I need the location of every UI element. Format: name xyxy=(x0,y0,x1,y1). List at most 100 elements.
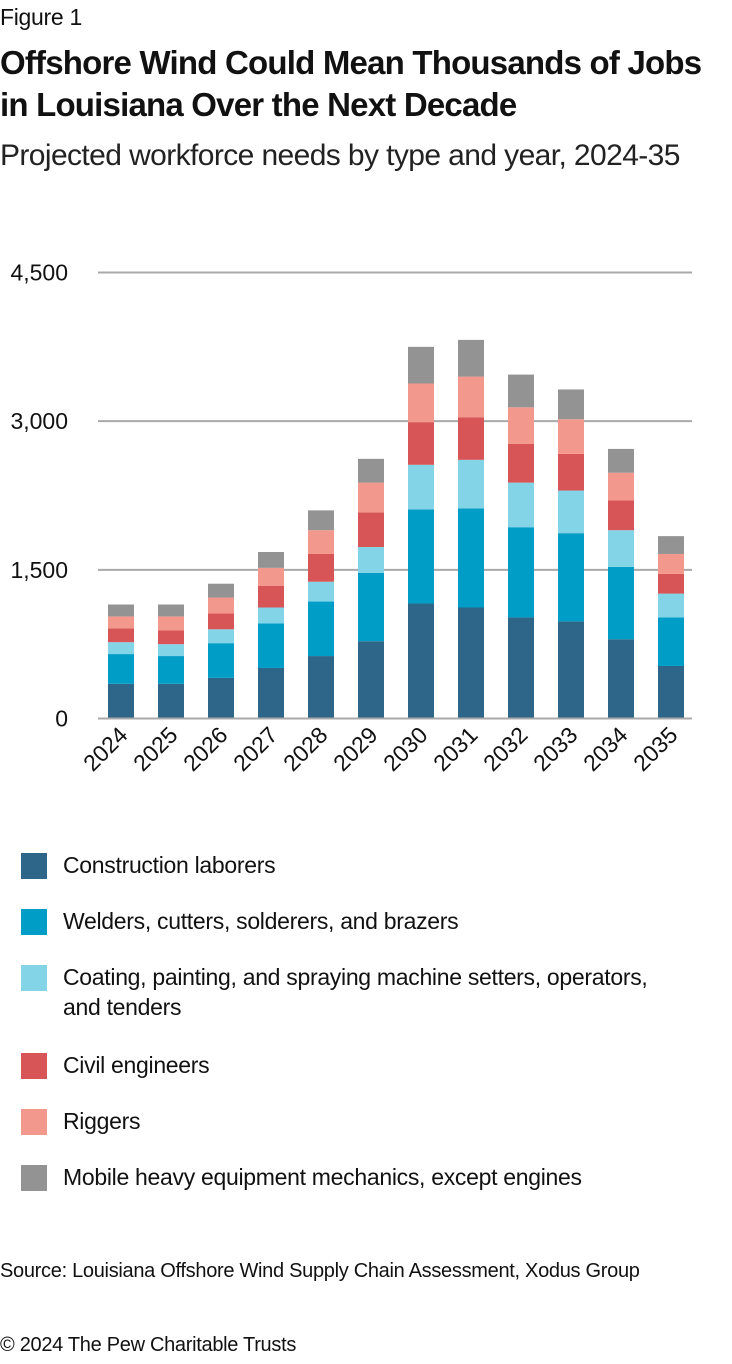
bar-segment xyxy=(658,553,684,574)
bar-segment xyxy=(408,422,434,465)
y-tick-label: 0 xyxy=(55,706,68,732)
bar-segment xyxy=(608,500,634,531)
bar-stack-2032 xyxy=(508,374,534,719)
bar-segment xyxy=(658,617,684,666)
y-tick-label: 4,500 xyxy=(10,260,68,286)
x-tick-label: 2025 xyxy=(128,722,183,777)
bar-segment xyxy=(308,530,334,554)
copyright-note: © 2024 The Pew Charitable Trusts xyxy=(0,1334,297,1356)
bar-stack-2026 xyxy=(208,583,234,719)
legend-label: Coating, painting, and spraying machine … xyxy=(63,964,648,1020)
x-tick-label: 2032 xyxy=(478,722,533,777)
bar-segment xyxy=(508,374,534,408)
bar-segment xyxy=(308,553,334,582)
bar-segment xyxy=(258,567,284,586)
bar-segment xyxy=(408,383,434,423)
bar-segment xyxy=(308,656,334,719)
legend-label: Civil engineers xyxy=(63,1052,210,1078)
bar-stack-2034 xyxy=(608,448,634,719)
y-tick-label: 3,000 xyxy=(10,408,68,434)
legend-item-riggers: Riggers xyxy=(0,1106,732,1166)
bar-segment xyxy=(558,389,584,420)
bar-segment xyxy=(358,458,384,483)
x-tick-label: 2028 xyxy=(278,722,333,777)
bar-segment xyxy=(508,527,534,618)
chart-title: Offshore Wind Could Mean Thousands of Jo… xyxy=(0,44,702,123)
bar-segment xyxy=(358,572,384,642)
legend-swatch xyxy=(21,965,47,991)
legend-item-civil-engineers: Civil engineers xyxy=(0,1050,732,1110)
bar-segment xyxy=(208,597,234,614)
legend-swatch xyxy=(21,853,47,879)
bar-segment xyxy=(158,656,184,684)
bar-segment xyxy=(558,490,584,534)
bar-segment xyxy=(458,508,484,608)
bar-segment xyxy=(458,417,484,460)
x-tick-label: 2027 xyxy=(228,722,283,777)
bar-segment xyxy=(158,616,184,631)
bar-stack-2025 xyxy=(158,604,184,719)
legend-label: Mobile heavy equipment mechanics, except… xyxy=(63,1164,582,1190)
bar-segment xyxy=(108,628,134,643)
bar-segment xyxy=(158,644,184,657)
gridlines xyxy=(98,271,692,720)
bar-segment xyxy=(608,639,634,719)
bar-stack-2029 xyxy=(358,458,384,719)
y-tick-label: 1,500 xyxy=(10,557,68,583)
bar-segment xyxy=(658,573,684,594)
bar-segment xyxy=(558,453,584,491)
bar-segment xyxy=(158,683,184,719)
bar-segment xyxy=(258,623,284,668)
bar-segment xyxy=(108,604,134,617)
bar-segment xyxy=(208,643,234,678)
legend-label: Welders, cutters, solderers, and brazers xyxy=(63,908,459,934)
x-tick-label: 2026 xyxy=(178,722,233,777)
bar-segment xyxy=(608,448,634,473)
bar-segment xyxy=(308,510,334,531)
bar-segment xyxy=(558,419,584,454)
y-axis-ticks: 0 1,500 3,000 4,500 xyxy=(10,260,68,732)
bar-segment xyxy=(108,642,134,655)
bar-segment xyxy=(258,607,284,624)
bar-segment xyxy=(508,407,534,444)
bar-segment xyxy=(458,339,484,377)
legend-swatch xyxy=(21,1165,47,1191)
bar-segment xyxy=(208,613,234,630)
bar-segment xyxy=(458,459,484,509)
bar-segment xyxy=(358,482,384,513)
figure-label: Figure 1 xyxy=(0,4,82,30)
bar-segment xyxy=(658,536,684,554)
bar-segment xyxy=(508,482,534,528)
bar-segment xyxy=(358,547,384,573)
x-tick-label: 2024 xyxy=(78,722,133,777)
bar-stack-2035 xyxy=(658,536,684,719)
legend-label: Construction laborers xyxy=(63,852,276,878)
x-tick-label: 2035 xyxy=(628,722,683,777)
bar-stack-2031 xyxy=(458,339,484,719)
bar-segment xyxy=(408,464,434,510)
bar-segment xyxy=(558,621,584,719)
legend-swatch xyxy=(21,1109,47,1135)
legend-swatch xyxy=(21,1053,47,1079)
bar-segment xyxy=(458,376,484,418)
source-note: Source: Louisiana Offshore Wind Supply C… xyxy=(0,1260,640,1282)
bar-segment xyxy=(258,585,284,608)
bar-segment xyxy=(108,616,134,629)
bar-segment xyxy=(158,604,184,617)
bar-segment xyxy=(458,607,484,719)
bar-segment xyxy=(358,641,384,719)
bar-stack-2028 xyxy=(308,510,334,719)
legend-item-coating: Coating, painting, and spraying machine … xyxy=(0,962,732,1022)
bar-segment xyxy=(508,617,534,719)
bar-segment xyxy=(658,593,684,618)
bars xyxy=(98,339,692,720)
bar-segment xyxy=(108,654,134,684)
x-tick-label: 2029 xyxy=(328,722,383,777)
x-tick-label: 2030 xyxy=(378,722,433,777)
bar-segment xyxy=(158,630,184,645)
stacked-bar-chart: 0 1,500 3,000 4,500 20242025202620272028202… xyxy=(10,260,692,777)
legend-swatch xyxy=(21,909,47,935)
bar-segment xyxy=(608,530,634,567)
x-axis-ticks: 2024202520262027202820292030203120322033… xyxy=(78,722,683,777)
bar-segment xyxy=(608,566,634,640)
